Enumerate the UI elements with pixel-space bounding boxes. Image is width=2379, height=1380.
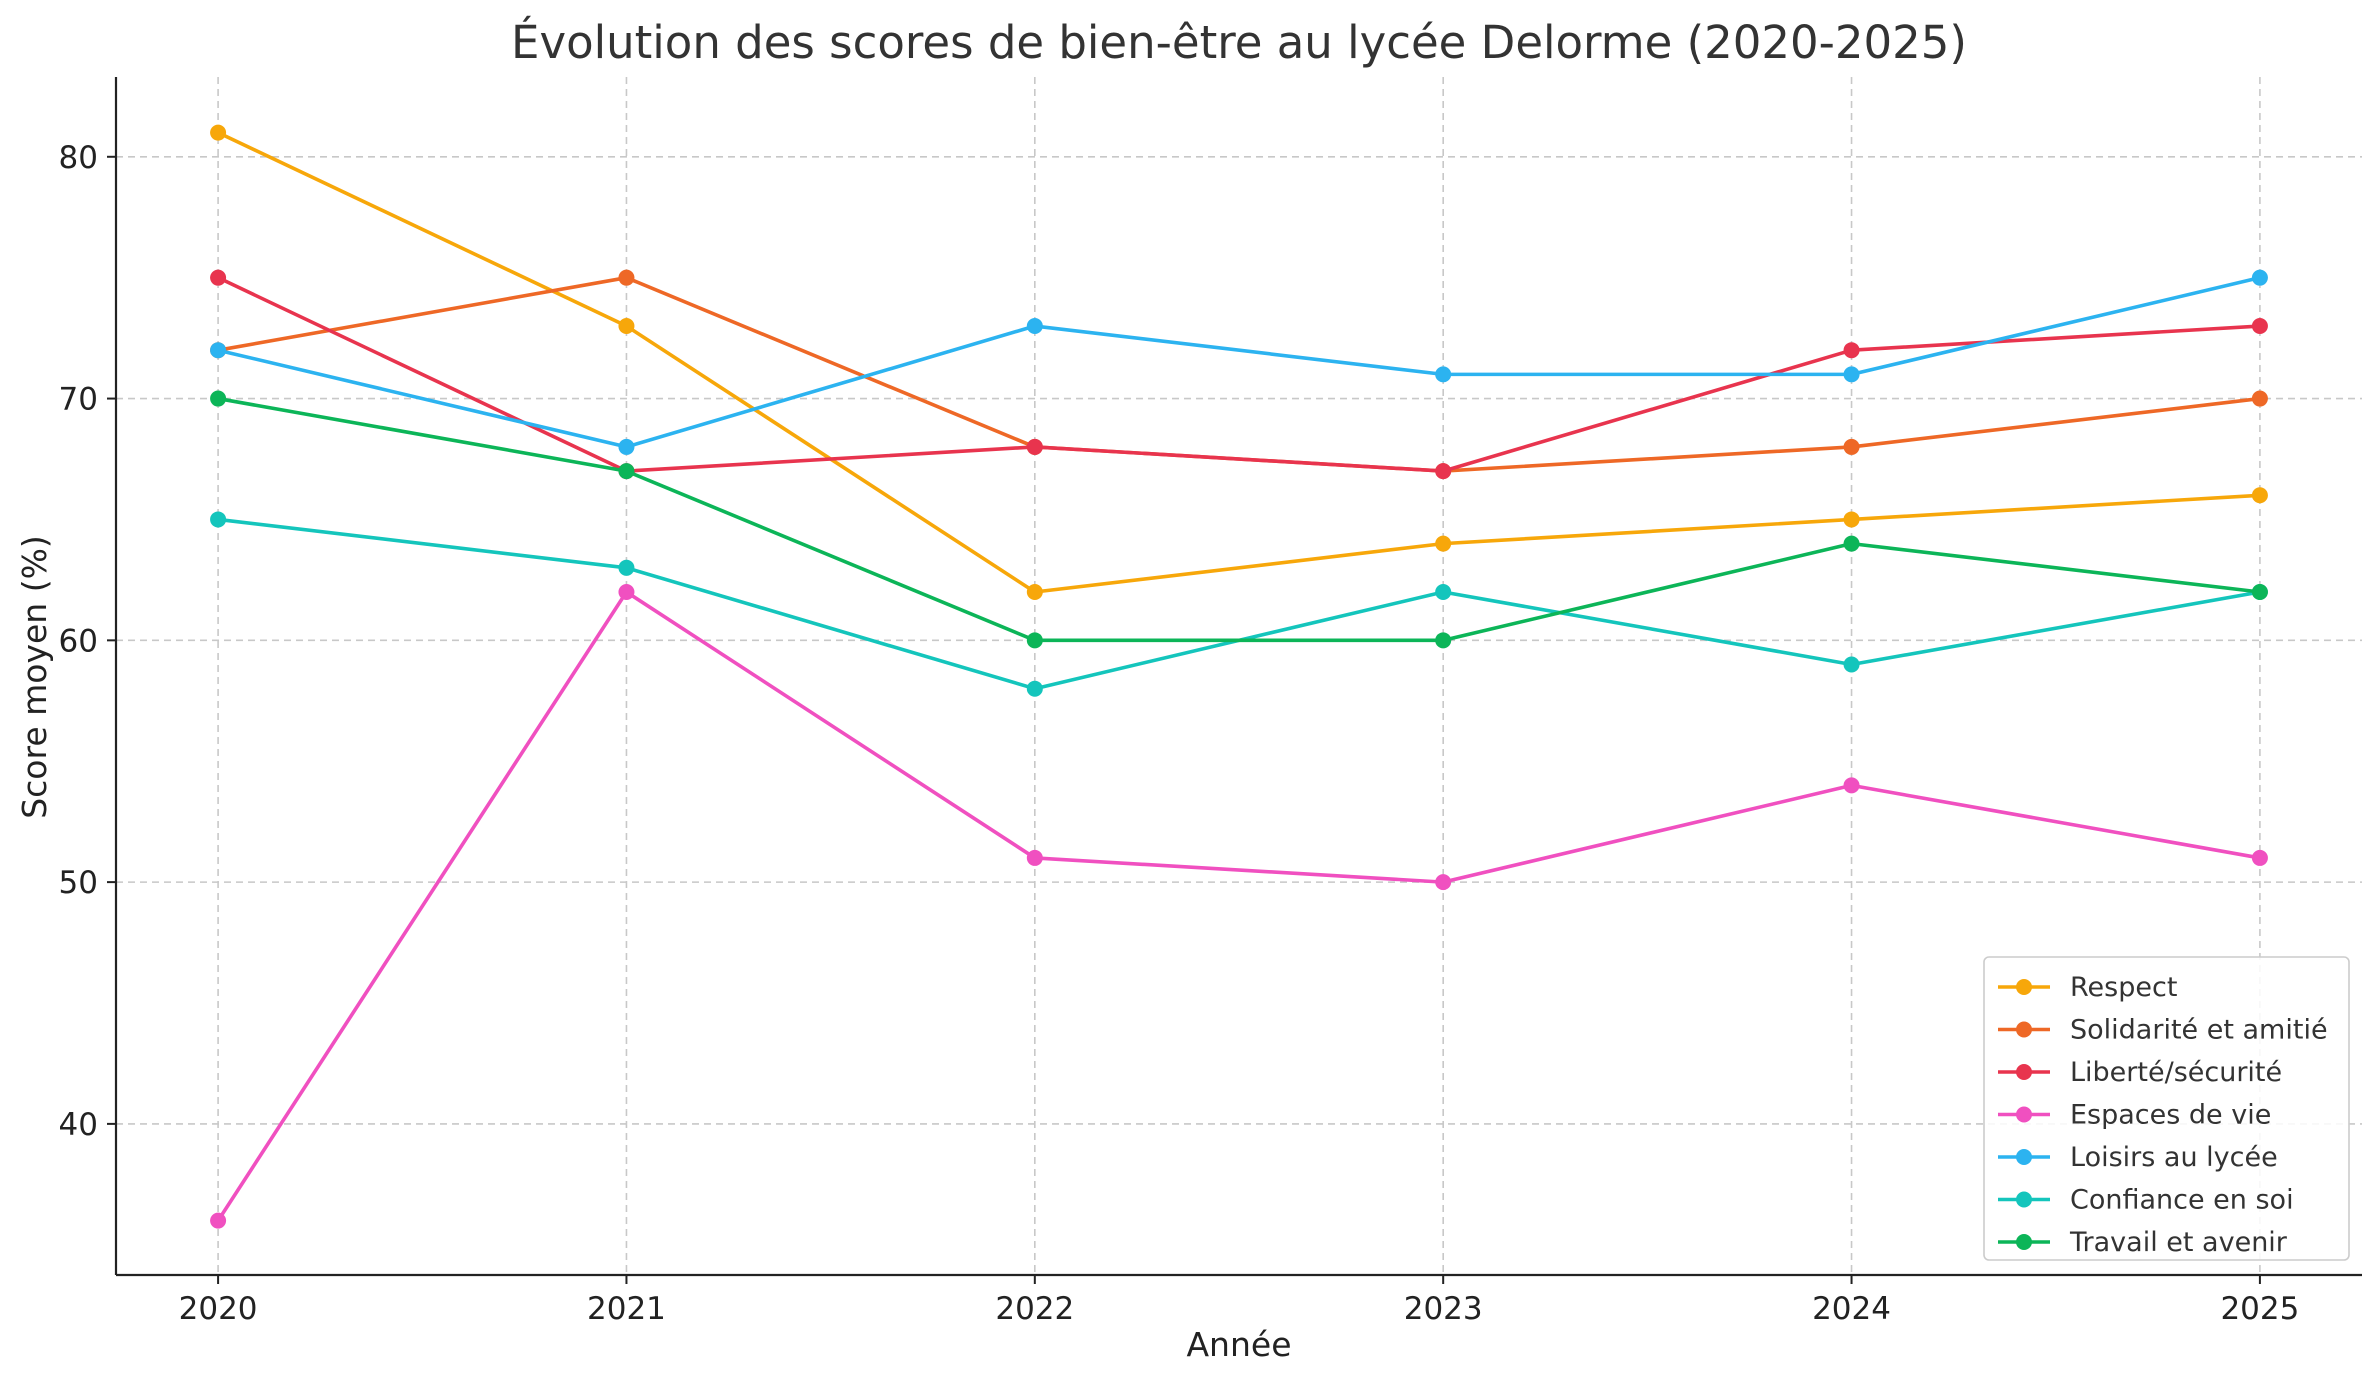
x-tick-label: 2023 — [1404, 1291, 1483, 1327]
data-point — [618, 269, 635, 286]
series-line — [216, 275, 2262, 473]
series-line — [216, 517, 2262, 691]
data-point — [1026, 632, 1043, 649]
series-line — [216, 590, 2262, 1223]
series-espaces-de-vie — [210, 583, 2268, 1229]
data-point — [2251, 318, 2268, 335]
series-lines — [210, 124, 2268, 1229]
legend-label: Liberté/sécurité — [2070, 1057, 2282, 1088]
y-tick-label: 80 — [59, 140, 98, 176]
data-point — [618, 559, 635, 576]
x-tick-label: 2024 — [1812, 1291, 1891, 1327]
data-point — [2251, 269, 2268, 286]
data-point — [1026, 318, 1043, 335]
series-confiance-en-soi — [210, 511, 2268, 697]
legend: Respect Solidarité et amitié Liberté/sécur… — [1983, 956, 2350, 1261]
legend-item: Liberté/sécurité — [1998, 1057, 2282, 1088]
series-liberte-securite — [210, 269, 2268, 480]
legend-box — [1983, 956, 2350, 1261]
data-point — [210, 1212, 227, 1229]
data-point — [1026, 583, 1043, 600]
data-point — [2251, 583, 2268, 600]
data-point — [618, 583, 635, 600]
legend-item: Solidarité et amitié — [1998, 1015, 2328, 1046]
legend-marker — [2016, 1064, 2032, 1080]
data-point — [210, 269, 227, 286]
data-point — [1843, 777, 1860, 794]
legend-marker — [2016, 1149, 2032, 1165]
legend-item: Respect — [1998, 972, 2177, 1003]
series-line — [216, 130, 2262, 594]
legend-item: Travail et avenir — [1998, 1227, 2288, 1258]
data-point — [1435, 366, 1452, 383]
data-point — [1843, 438, 1860, 455]
legend-marker — [2016, 979, 2032, 995]
data-point — [1843, 511, 1860, 528]
data-point — [1843, 342, 1860, 359]
data-point — [1843, 535, 1860, 552]
data-point — [618, 463, 635, 480]
x-tick-label: 2021 — [587, 1291, 666, 1327]
data-point — [210, 390, 227, 407]
data-point — [1026, 680, 1043, 697]
legend-label: Travail et avenir — [2069, 1227, 2288, 1258]
legend-label: Confiance en soi — [2070, 1185, 2294, 1216]
y-tick-label: 70 — [59, 382, 98, 418]
y-tick-label: 50 — [59, 865, 98, 901]
legend-marker — [2016, 1191, 2032, 1208]
data-point — [1435, 463, 1452, 480]
y-tick-label: 40 — [59, 1107, 98, 1143]
x-tick-label: 2022 — [995, 1291, 1074, 1327]
legend-label: Espaces de vie — [2070, 1100, 2271, 1131]
data-point — [210, 342, 227, 359]
data-point — [1026, 438, 1043, 455]
data-point — [1435, 632, 1452, 649]
series-line — [216, 275, 2262, 473]
legend-marker — [2016, 1234, 2032, 1250]
data-point — [1026, 849, 1043, 866]
legend-item: Confiance en soi — [1998, 1185, 2294, 1216]
series-line — [216, 396, 2262, 643]
legend-label: Loisirs au lycée — [2070, 1142, 2278, 1173]
y-tick-label: 60 — [59, 623, 98, 659]
y-axis-label: Score moyen (%) — [15, 535, 54, 819]
x-tick-label: 2025 — [2220, 1291, 2299, 1327]
data-point — [210, 124, 227, 141]
data-point — [2251, 390, 2268, 407]
legend-item: Espaces de vie — [1998, 1100, 2271, 1131]
data-point — [618, 438, 635, 455]
x-tick-label: 2020 — [179, 1291, 258, 1327]
chart-title: Évolution des scores de bien-être au lyc… — [511, 16, 1967, 69]
data-point — [2251, 849, 2268, 866]
legend-marker — [2016, 1021, 2032, 1038]
series-loisirs-au-lycee — [210, 269, 2268, 455]
series-respect — [210, 124, 2268, 600]
legend-item: Loisirs au lycée — [1998, 1142, 2278, 1173]
legend-label: Solidarité et amitié — [2070, 1015, 2328, 1046]
data-point — [1435, 535, 1452, 552]
data-point — [1843, 656, 1860, 673]
series-line — [216, 275, 2262, 449]
legend-label: Respect — [2070, 972, 2177, 1003]
series-travail-et-avenir — [210, 390, 2268, 649]
data-point — [1435, 583, 1452, 600]
data-point — [1435, 874, 1452, 891]
data-point — [1843, 366, 1860, 383]
data-point — [210, 511, 227, 528]
series-solidarite-et-amitie — [210, 269, 2268, 480]
data-point — [618, 318, 635, 335]
legend-marker — [2016, 1106, 2032, 1123]
axes: 2020 2021 2022 2023 2024 2025 40 50 60 70 80 — [59, 77, 2362, 1327]
x-axis-label: Année — [1186, 1325, 1291, 1364]
data-point — [2251, 487, 2268, 504]
